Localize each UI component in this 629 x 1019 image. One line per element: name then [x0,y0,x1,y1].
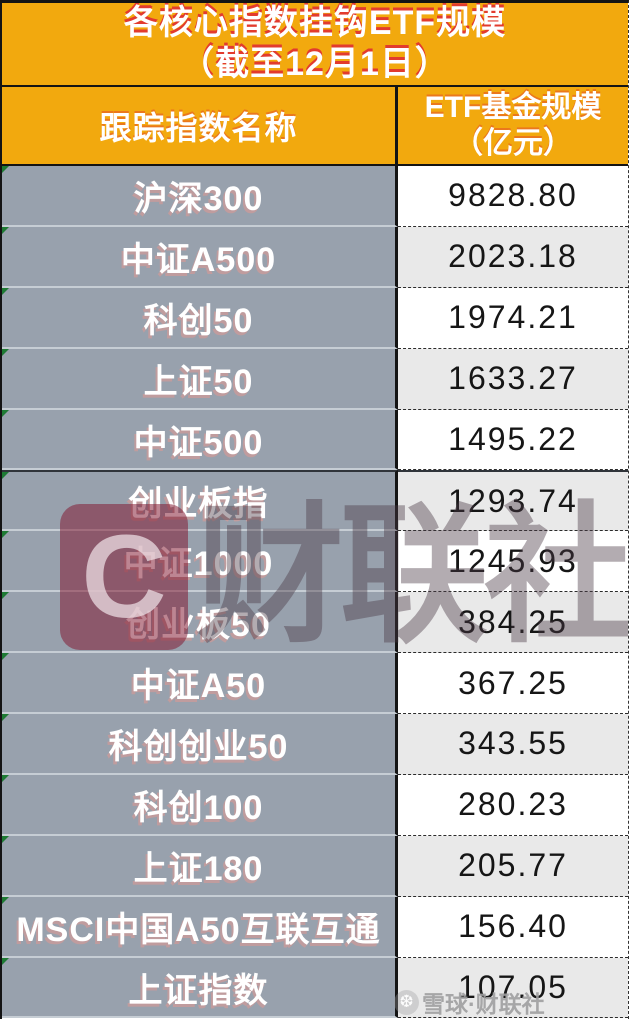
index-name-label: 上证指数 [128,971,269,1010]
index-name-cell: 上证180 [2,835,398,897]
etf-scale-cell: 384.25 [398,592,628,654]
etf-scale-cell: 1974.21 [398,287,628,349]
comment-marker-icon [2,896,9,904]
index-name-cell: 上证50 [2,348,398,410]
etf-scale-cell: 367.25 [398,653,628,715]
comment-marker-icon [2,592,9,600]
index-name-label: 上证180 [133,849,264,888]
comment-marker-icon [2,472,9,480]
header-index-name: 跟踪指数名称 [2,87,398,164]
etf-scale-cell: 343.55 [398,714,628,775]
table-header: 跟踪指数名称 ETF基金规模 （亿元） [2,87,628,166]
etf-scale-cell: 9828.80 [398,166,628,227]
table-row: 上证50 1633.27 [2,348,628,410]
index-name-label: 创业板50 [126,606,271,645]
table-row: 中证A50 367.25 [2,653,628,715]
comment-marker-icon [2,348,9,356]
index-name-cell: 中证500 [2,409,398,471]
table-title: 各核心指数挂钩ETF规模 （截至12月1日） [2,3,628,87]
index-name-cell: 科创50 [2,287,398,349]
table-row: 科创创业50 343.55 [2,714,628,775]
table-title-line2: （截至12月1日） [180,45,450,83]
index-name-label: 中证A50 [130,667,267,706]
index-name-cell: 中证A500 [2,226,398,288]
etf-scale-cell: 1633.27 [398,348,628,410]
etf-scale-cell: 1245.93 [398,531,628,593]
index-name-label: MSCI中国A50互联互通 [16,910,381,949]
index-name-label: 中证1000 [123,545,274,584]
comment-marker-icon [2,409,9,417]
comment-marker-icon [2,774,9,782]
etf-scale-cell: 2023.18 [398,226,628,288]
table-row: 上证180 205.77 [2,835,628,897]
table-row: 中证A500 2023.18 [2,226,628,288]
table-title-line1: 各核心指数挂钩ETF规模 [123,4,507,42]
index-name-cell: 科创100 [2,774,398,836]
table-row: 沪深300 9828.80 [2,166,628,227]
index-name-cell: 上证指数 [2,957,398,1019]
index-name-label: 中证A500 [120,240,277,279]
table-row: 中证1000 1245.93 [2,531,628,593]
comment-marker-icon [2,714,9,722]
table-row: MSCI中国A50互联互通 156.40 [2,896,628,958]
comment-marker-icon [2,653,9,661]
etf-scale-cell: 280.23 [398,774,628,836]
header-etf-scale: ETF基金规模 （亿元） [398,87,628,164]
table-row: 科创50 1974.21 [2,287,628,349]
table-row: 上证指数 107.05 [2,957,628,1019]
header-etf-scale-line1: ETF基金规模 [424,90,602,124]
index-name-cell: 创业板50 [2,592,398,654]
index-name-label: 创业板指 [128,485,269,524]
index-name-cell: 中证A50 [2,653,398,715]
table-row: 创业板指 1293.74 [2,470,628,532]
comment-marker-icon [2,287,9,295]
etf-scale-cell: 1293.74 [398,470,628,532]
table-row: 中证500 1495.22 [2,409,628,471]
etf-scale-cell: 205.77 [398,835,628,897]
etf-scale-cell: 107.05 [398,957,628,1019]
index-name-cell: 创业板指 [2,470,398,532]
index-name-cell: 科创创业50 [2,714,398,775]
table-row: 科创100 280.23 [2,774,628,836]
table-row: 创业板50 384.25 [2,592,628,654]
comment-marker-icon [2,957,9,965]
index-name-label: 沪深300 [133,179,264,218]
comment-marker-icon [2,166,9,173]
comment-marker-icon [2,226,9,234]
index-name-label: 科创50 [143,301,254,340]
header-etf-scale-line2: （亿元） [453,126,573,160]
index-name-label: 中证500 [133,423,264,462]
comment-marker-icon [2,835,9,843]
etf-scale-cell: 156.40 [398,896,628,958]
index-name-cell: 中证1000 [2,531,398,593]
index-name-label: 科创100 [133,788,264,827]
index-name-cell: 沪深300 [2,166,398,227]
table-body: 沪深300 9828.80 中证A500 2023.18 科创50 1974.2… [2,166,628,1019]
comment-marker-icon [2,531,9,539]
index-name-label: 科创创业50 [108,727,289,766]
etf-scale-cell: 1495.22 [398,409,628,471]
index-name-cell: MSCI中国A50互联互通 [2,896,398,958]
index-name-label: 上证50 [143,362,254,401]
